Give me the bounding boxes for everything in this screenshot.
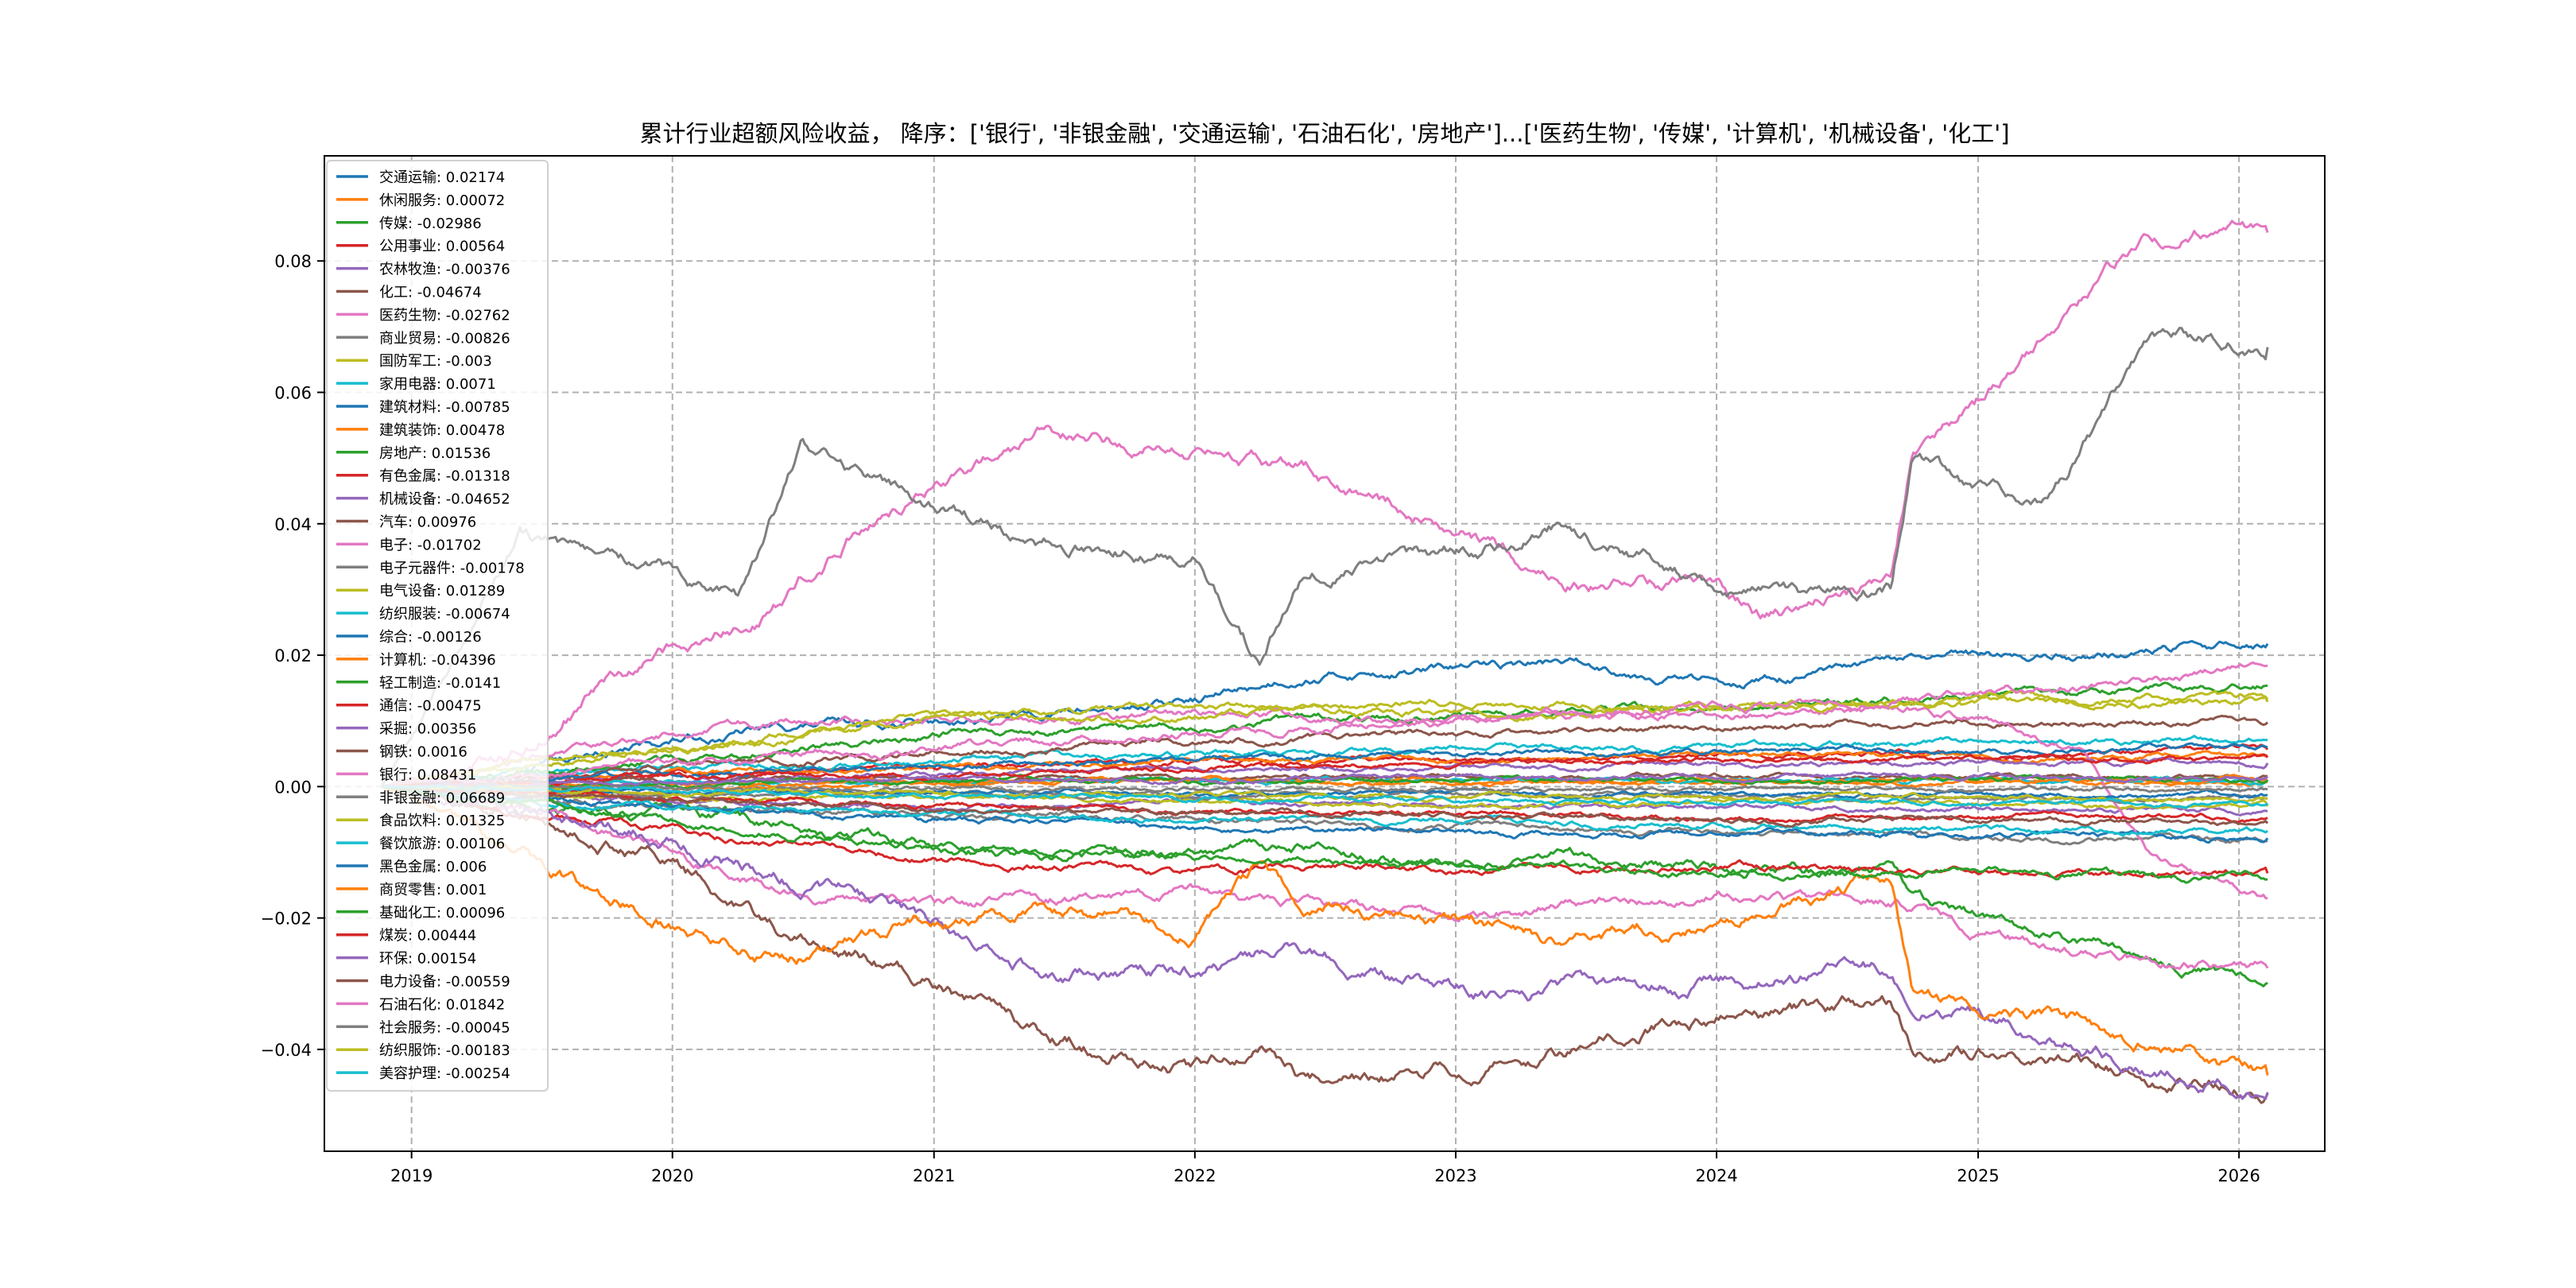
x-tick-label: 2022 [1174,1166,1216,1185]
series-line [381,785,2269,970]
series-lines [380,219,2269,1104]
series-line [381,750,2268,788]
y-tick-label: 0.02 [274,646,312,665]
legend-entry: 医药生物: -0.02762 [379,307,510,324]
legend-entry: 非银金融: 0.06689 [379,789,505,806]
legend-entry: 基础化工: 0.00096 [379,905,505,921]
plot-area-frame [324,155,2326,1152]
series-line [381,753,2269,788]
legend-entry: 石油石化: 0.01842 [379,996,505,1013]
legend-entry: 化工: -0.04674 [379,285,482,301]
legend-entry: 综合: -0.00126 [379,629,482,646]
x-tick-label: 2025 [1957,1166,1999,1185]
legend-entry: 房地产: 0.01536 [379,445,491,462]
legend-entry: 通信: -0.00475 [379,698,482,715]
legend-entry: 钢铁: 0.0016 [379,744,467,761]
series-line [381,681,2268,788]
legend-entry: 银行: 0.08431 [379,766,476,783]
legend-entry: 社会服务: -0.00045 [379,1019,510,1036]
legend-entry: 汽车: 0.00976 [379,514,476,531]
legend-entry: 煤炭: 0.00444 [379,928,476,945]
legend-entry: 家用电器: 0.0071 [379,376,496,393]
series-line [381,785,2269,828]
series-line [380,327,2269,788]
legend-box [326,160,549,1092]
series-line [381,785,2269,1100]
legend-entry: 建筑装饰: 0.00478 [379,422,505,439]
legend-entry: 电力设备: -0.00559 [379,974,510,991]
legend-entry: 环保: 0.00154 [379,951,476,968]
legend-entry: 纺织服装: -0.00674 [379,606,510,623]
x-tick-label: 2026 [2217,1166,2260,1185]
y-tick-label: 0.04 [274,515,312,534]
legend-entry: 餐饮旅游: 0.00106 [379,836,505,852]
series-line [381,785,2268,884]
series-line [381,785,2268,987]
y-tick-label: −0.02 [261,910,312,929]
y-tick-label: 0.06 [274,384,312,403]
legend-entry: 采掘: 0.00356 [379,721,476,738]
legend-entry: 公用事业: 0.00564 [379,239,505,255]
legend-entry: 休闲服务: 0.00072 [379,192,505,209]
legend-entry: 国防军工: -0.003 [379,353,492,370]
legend-entry: 电子: -0.01702 [379,537,482,553]
legend-entry: 轻工制造: -0.0141 [379,675,501,692]
x-tick-label: 2023 [1434,1166,1476,1185]
legend-entry: 黑色金属: 0.006 [379,859,487,875]
legend-entry: 美容护理: -0.00254 [379,1065,510,1082]
x-tick-label: 2021 [913,1166,955,1185]
legend-entry: 机械设备: -0.04652 [379,491,510,508]
axis-ticks: 2019 2020 2021 2022 2023 2024 2025 2026 −0.04 −0.… [261,252,2260,1185]
chart-title: 累计行业超额风险收益， 降序：['银行', '非银金融', '交通运输', '石… [639,120,2009,147]
x-tick-label: 2020 [651,1166,693,1185]
series-line [381,639,2269,789]
y-tick-label: 0.00 [274,778,312,797]
legend-entry: 纺织服饰: -0.00183 [379,1042,510,1059]
series-line [381,219,2269,788]
series-line [381,742,2268,789]
legend-entry: 农林牧渔: -0.00376 [379,262,510,278]
series-line [381,784,2269,809]
series-line [381,689,2269,788]
series-line [381,770,2269,791]
legend-entry: 交通运输: 0.02174 [379,169,505,186]
x-tick-label: 2019 [390,1166,433,1185]
y-tick-label: −0.04 [261,1041,312,1060]
legend-entry: 建筑材料: -0.00785 [379,399,510,416]
series-line [381,784,2268,804]
legend-entry: 计算机: -0.04396 [379,652,496,669]
legend-entry: 商贸零售: 0.001 [379,882,487,898]
series-line [381,756,2269,789]
series-line [381,703,2268,900]
series-line [381,782,2268,794]
series-line [381,785,2269,1104]
x-tick-label: 2024 [1695,1166,1737,1185]
legend-entry: 商业贸易: -0.00826 [379,330,510,347]
legend-entry: 食品饮料: 0.01325 [379,813,505,829]
legend: 交通运输: 0.02174 休闲服务: 0.00072 传媒: -0.02986 公用… [326,160,549,1092]
legend-entry: 传媒: -0.02986 [379,215,482,232]
legend-entry: 电子元器件: -0.00178 [379,560,525,576]
series-line [381,661,2268,788]
legend-entry: 有色金属: -0.01318 [379,468,510,485]
y-tick-label: 0.08 [274,252,312,271]
series-line [381,785,2269,1076]
legend-entry: 电气设备: 0.01289 [379,583,505,599]
